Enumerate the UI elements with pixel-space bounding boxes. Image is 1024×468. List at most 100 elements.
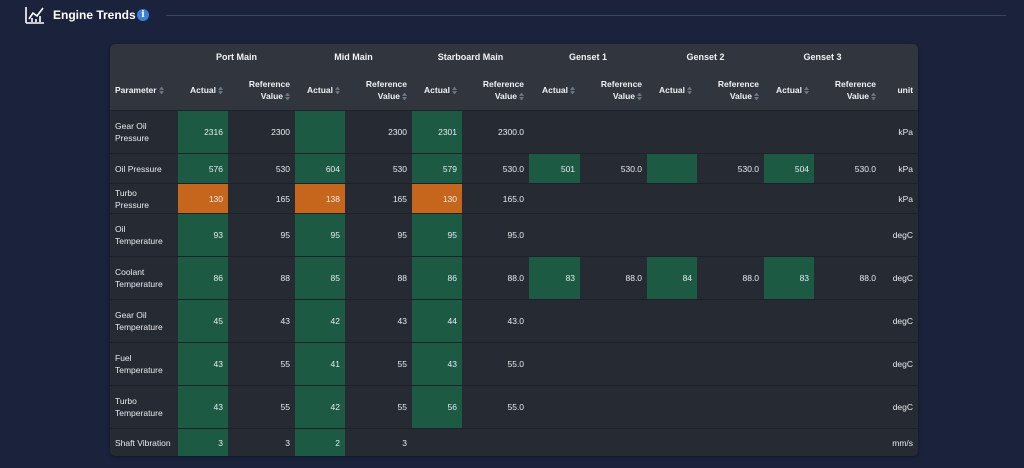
table-row: Turbo Pressure 130 165 138 165 130 165.0 kPa [110,183,918,214]
value-cell [814,110,882,154]
value-cell: 95.0 [462,213,530,257]
sort-icon[interactable] [754,93,759,100]
value-cell: 3 [178,428,228,456]
value-cell: 576 [178,153,228,184]
value-cell: 95 [412,213,463,257]
value-cell: 165 [345,183,413,214]
value-cell: 504 [764,153,815,184]
column-header[interactable]: Actual [764,70,815,111]
value-cell: 138 [295,183,346,214]
table-row: Gear Oil Pressure 2316 2300 2300 2301 2300.0 k… [110,110,918,154]
unit-cell: kPa [881,153,918,184]
column-header-label: Actual [542,85,569,95]
value-cell [529,183,581,214]
parameter-cell: Gear Oil Pressure [110,110,178,154]
column-header[interactable]: Actual [295,70,346,111]
value-cell: 83 [764,256,815,300]
column-header[interactable]: Reference Value [345,70,413,111]
group-header: Genset 1 [529,44,648,70]
unit-cell: kPa [881,183,918,214]
value-cell: 55.0 [462,385,530,429]
sort-icon[interactable] [570,87,575,94]
sort-icon[interactable] [218,87,223,94]
value-cell [529,385,581,429]
column-header[interactable]: unit [881,70,918,111]
column-header[interactable]: Reference Value [580,70,648,111]
unit-cell: degC [881,299,918,343]
sort-icon[interactable] [335,87,340,94]
column-header-label: Reference Value [482,79,525,101]
value-cell: 44 [412,299,463,343]
parameter-cell: Oil Temperature [110,213,178,257]
info-icon[interactable]: i [137,9,149,21]
sort-icon[interactable] [285,93,290,100]
value-cell [814,385,882,429]
value-cell: 43 [228,299,296,343]
trend-icon [25,7,44,24]
column-header[interactable]: Actual [178,70,228,111]
value-cell: 2300 [228,110,296,154]
column-header-label: Actual [659,85,686,95]
parameter-cell: Oil Pressure [110,153,178,184]
column-header-label: Reference Value [600,79,643,101]
value-cell [647,342,698,386]
value-cell [647,428,698,456]
value-cell [529,342,581,386]
group-header-spacer [881,44,918,70]
column-header[interactable]: Reference Value [697,70,765,111]
column-header[interactable]: Actual [412,70,463,111]
sort-icon[interactable] [159,87,164,94]
sort-icon[interactable] [804,87,809,94]
value-cell: 165.0 [462,183,530,214]
sort-icon[interactable] [687,87,692,94]
column-header[interactable]: Actual [647,70,698,111]
parameter-cell: Gear Oil Temperature [110,299,178,343]
sort-icon[interactable] [519,93,524,100]
value-cell: 84 [647,256,698,300]
table-row: Gear Oil Temperature 45 43 42 43 44 43.0 degC [110,299,918,343]
sort-icon[interactable] [452,87,457,94]
value-cell [647,299,698,343]
column-header[interactable]: Reference Value [228,70,296,111]
value-cell: 43.0 [462,299,530,343]
value-cell [580,110,648,154]
value-cell [764,299,815,343]
column-header[interactable]: Reference Value [462,70,530,111]
column-header-row: Parameter Actual Reference Value Actual Refe… [110,70,918,111]
value-cell [814,183,882,214]
group-header-spacer [110,44,178,70]
value-cell: 41 [295,342,346,386]
value-cell: 130 [412,183,463,214]
value-cell [697,183,765,214]
value-cell: 3 [228,428,296,456]
value-cell [697,299,765,343]
value-cell: 83 [529,256,581,300]
sort-icon[interactable] [871,93,876,100]
column-header[interactable]: Parameter [110,70,178,111]
value-cell [580,428,648,456]
column-header-label: Actual [776,85,803,95]
parameter-cell: Coolant Temperature [110,256,178,300]
value-cell [412,428,463,456]
column-header-label: Reference Value [248,79,291,101]
value-cell [764,385,815,429]
value-cell [647,110,698,154]
sort-icon[interactable] [637,93,642,100]
column-header-label: Parameter [115,85,157,95]
sort-icon[interactable] [402,93,407,100]
group-header: Genset 2 [647,44,765,70]
value-cell: 43 [412,342,463,386]
parameter-cell: Fuel Temperature [110,342,178,386]
value-cell [697,385,765,429]
value-cell: 530.0 [580,153,648,184]
value-cell: 530 [228,153,296,184]
value-cell [295,110,346,154]
value-cell [529,428,581,456]
column-header[interactable]: Reference Value [814,70,882,111]
value-cell: 3 [345,428,413,456]
value-cell: 88 [228,256,296,300]
column-header[interactable]: Actual [529,70,581,111]
value-cell: 2301 [412,110,463,154]
value-cell [580,213,648,257]
group-header: Starboard Main [412,44,530,70]
